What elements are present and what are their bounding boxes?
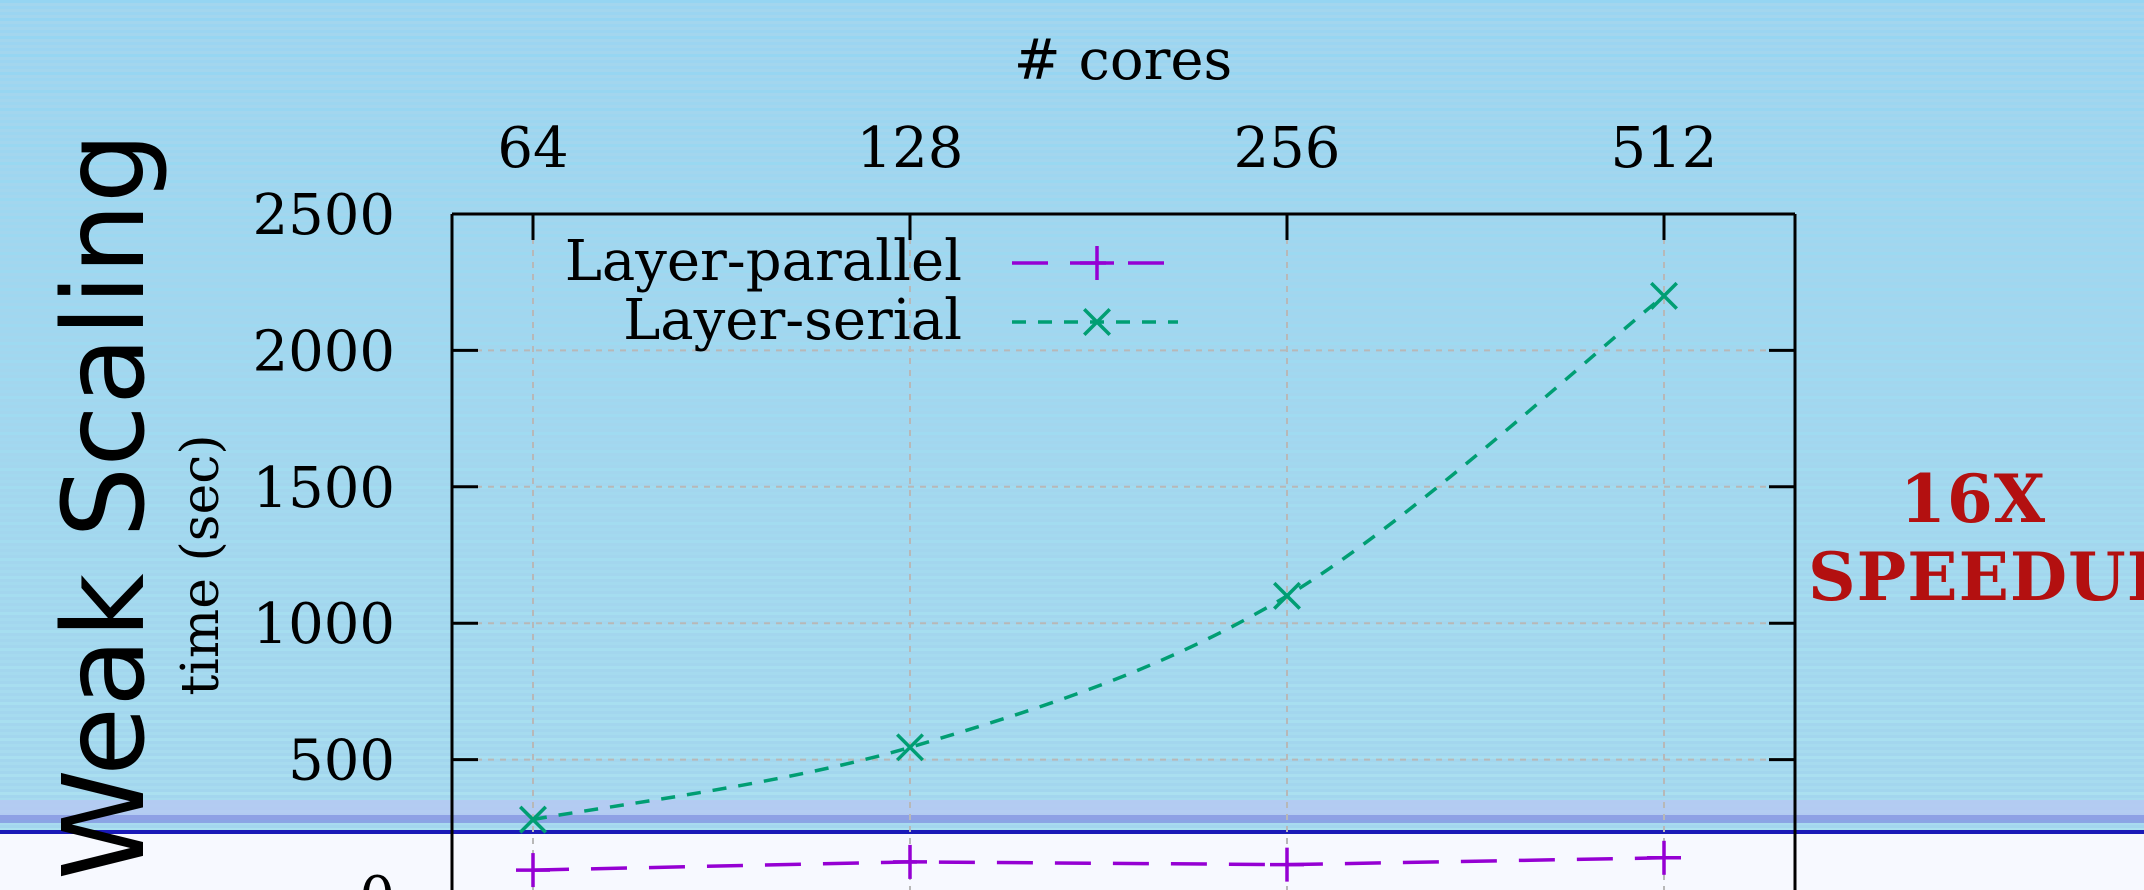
x-tick-label: 128 [857, 116, 964, 181]
x-axis-label: # cores [1014, 28, 1232, 93]
data-point [893, 844, 927, 879]
legend-marker [1083, 308, 1111, 336]
callout-line-2: SPEEDUP [1808, 538, 2144, 616]
x-tick-label: 64 [497, 116, 568, 181]
y-tick-label: 1500 [252, 456, 395, 521]
x-tick-label: 512 [1611, 116, 1718, 181]
callout-line-1: 16X [1899, 460, 2047, 538]
data-point [1647, 840, 1681, 875]
series [516, 281, 1681, 888]
legend-label: Layer-parallel [565, 229, 962, 294]
legend-marker [1080, 246, 1114, 280]
speedup-callout: 16X SPEEDUP [1808, 460, 2144, 616]
data-point [896, 733, 924, 762]
plot-frame [450, 212, 1797, 890]
data-point [519, 805, 547, 834]
y-tick-label: 2500 [252, 183, 395, 248]
y-tick-label: 500 [288, 729, 395, 794]
legend-label: Layer-serial [623, 288, 962, 353]
side-title: Weak Scaling [40, 132, 170, 880]
data-point [1273, 581, 1301, 610]
y-axis-ticks: 0 500 1000 1500 2000 2500 [252, 183, 1795, 890]
y-tick-label: 0 [359, 865, 395, 890]
y-axis-label: time (sec) [171, 434, 231, 695]
grid [452, 214, 1795, 890]
data-point [516, 853, 550, 888]
data-point [1650, 281, 1678, 310]
series-line-layer-parallel [532, 856, 1665, 872]
data-point [1270, 847, 1304, 882]
series-line-layer-serial [532, 294, 1666, 822]
x-tick-label: 256 [1234, 116, 1341, 181]
x-axis-ticks: 64 128 256 512 [497, 116, 1717, 240]
y-tick-label: 2000 [252, 319, 395, 384]
y-tick-label: 1000 [252, 592, 395, 657]
